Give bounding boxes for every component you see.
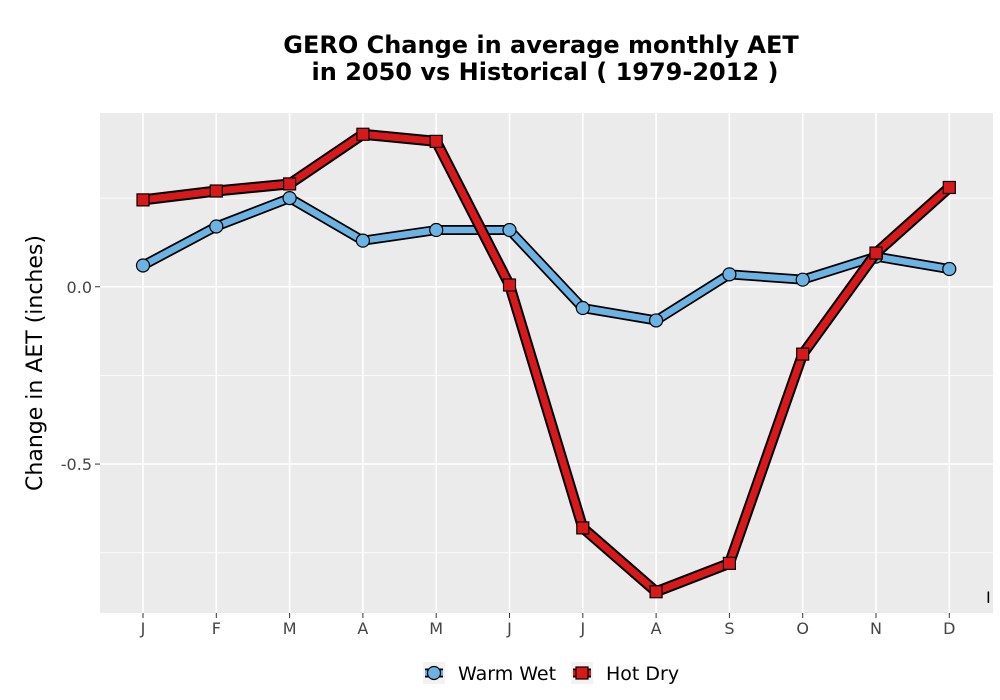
data-point	[209, 184, 223, 198]
x-tick-label: N	[870, 619, 882, 638]
x-tick-label: D	[943, 619, 955, 638]
data-point	[722, 267, 737, 282]
legend-item-warm-wet: Warm Wet	[423, 662, 556, 685]
data-point	[649, 585, 663, 599]
y-axis-title: Change in AET (inches)	[23, 235, 48, 491]
data-point	[429, 134, 443, 148]
y-tick-label: -0.5	[61, 455, 92, 474]
x-tick-label: S	[724, 619, 734, 638]
data-point	[502, 278, 517, 292]
x-tick-label: J	[579, 619, 585, 638]
x-tick-label: M	[283, 619, 297, 638]
series-warm-wet	[135, 191, 957, 328]
data-point	[429, 222, 444, 238]
legend: Warm Wet Hot Dry	[423, 662, 679, 685]
data-point	[136, 193, 150, 207]
data-point	[283, 177, 297, 191]
data-point	[648, 313, 664, 328]
x-tick-label: O	[796, 619, 809, 638]
series-line	[139, 194, 953, 324]
legend-item-hot-dry: Hot Dry	[571, 662, 679, 685]
y-axis-ticks: 0.0 -0.5	[61, 278, 100, 474]
chart-title: GERO Change in average monthly AET in 20…	[283, 31, 799, 86]
legend-label: Hot Dry	[606, 663, 679, 685]
data-point	[869, 246, 883, 260]
x-tick-label: J	[506, 619, 512, 638]
chart-title-line-1: GERO Change in average monthly AET	[283, 31, 799, 59]
data-point	[942, 180, 956, 195]
data-point	[502, 222, 517, 238]
y-tick-label: 0.0	[67, 278, 92, 297]
chart-title-line-2: in 2050 vs Historical ( 1979-2012 )	[312, 58, 779, 86]
data-point	[795, 272, 810, 287]
data-point	[135, 258, 151, 273]
data-point	[282, 191, 297, 206]
data-point	[575, 300, 590, 316]
data-point	[576, 521, 590, 535]
plot-panel	[100, 113, 993, 613]
series-hot-dry	[136, 127, 956, 599]
x-tick-label: F	[212, 619, 221, 638]
x-tick-label: M	[429, 619, 443, 638]
x-tick-label: A	[651, 619, 662, 638]
stray-text-mark: I	[986, 588, 991, 607]
data-point	[356, 127, 370, 141]
series-lines	[135, 127, 957, 599]
legend-key-marker	[426, 665, 442, 681]
data-point	[796, 347, 810, 361]
data-point	[942, 261, 957, 277]
legend-label: Warm Wet	[458, 663, 556, 685]
x-tick-label: J	[140, 619, 146, 638]
series-line	[139, 130, 953, 596]
legend-key-marker	[575, 666, 589, 680]
data-point	[355, 233, 370, 248]
x-tick-label: A	[357, 619, 368, 638]
data-point	[722, 556, 737, 570]
data-point	[209, 219, 224, 234]
